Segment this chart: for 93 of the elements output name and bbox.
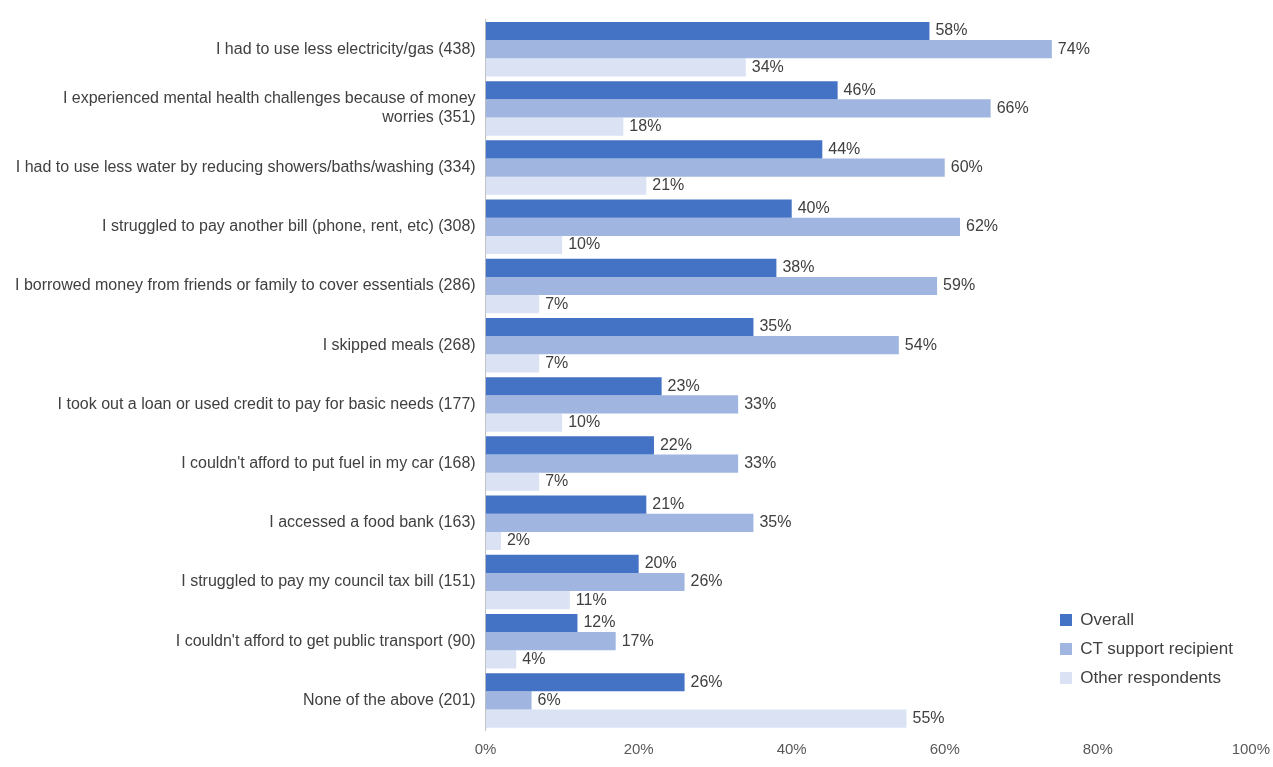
bar xyxy=(485,572,685,592)
y-tick-label: None of the above (201) xyxy=(303,690,476,708)
bar xyxy=(485,513,754,532)
data-label: 2% xyxy=(506,531,531,549)
bar xyxy=(485,472,540,491)
bar xyxy=(485,317,754,337)
legend-label: Other respondents xyxy=(1080,668,1222,688)
x-tick-label: 100% xyxy=(1231,740,1271,758)
data-label: 4% xyxy=(522,649,546,667)
y-tick-label: I couldn't afford to put fuel in my car (168) xyxy=(181,454,476,472)
bar xyxy=(485,495,647,514)
data-label: 18% xyxy=(629,116,662,134)
bar xyxy=(485,117,624,136)
data-label: 33% xyxy=(744,454,777,472)
bar xyxy=(485,395,739,414)
bar xyxy=(485,258,777,277)
data-label: 10% xyxy=(568,235,601,253)
bar xyxy=(485,377,662,396)
bar xyxy=(485,531,501,551)
bar xyxy=(485,199,792,218)
y-tick-label: I had to use less water by reducing showers/baths/washing (334) xyxy=(15,158,476,176)
data-label: 6% xyxy=(537,690,561,708)
data-label: 7% xyxy=(545,294,569,312)
bar xyxy=(485,217,961,236)
x-tick-label: 80% xyxy=(1082,740,1113,758)
x-tick-label: 20% xyxy=(623,740,654,758)
data-label: 35% xyxy=(759,317,792,335)
data-label: 10% xyxy=(568,412,601,430)
legend-label: Overall xyxy=(1080,610,1135,630)
y-tick-label: I had to use less electricity/gas (438) xyxy=(215,39,476,57)
x-tick-label: 40% xyxy=(776,740,807,758)
data-label: 62% xyxy=(966,217,999,235)
bar xyxy=(485,158,945,177)
bar xyxy=(485,295,540,314)
y-tick-label: I struggled to pay my council tax bill (151) xyxy=(181,572,476,590)
bar xyxy=(485,276,938,296)
y-tick-label: I experienced mental health challenges because of money worries (351) xyxy=(62,89,476,126)
data-label: 55% xyxy=(912,708,945,726)
data-label: 44% xyxy=(828,139,861,157)
bar xyxy=(485,81,838,100)
bar xyxy=(485,235,563,255)
data-label: 66% xyxy=(996,98,1029,116)
bar xyxy=(485,21,930,41)
data-label: 7% xyxy=(545,353,569,371)
data-label: 33% xyxy=(744,394,777,412)
bar xyxy=(485,40,1052,59)
data-label: 38% xyxy=(782,258,815,276)
y-tick-label: I couldn't afford to get public transport (90) xyxy=(175,631,476,649)
bar xyxy=(485,691,532,710)
x-tick-label: 0% xyxy=(474,740,497,758)
bar xyxy=(485,554,639,573)
data-label: 12% xyxy=(583,613,616,631)
x-tick-label: 60% xyxy=(929,740,960,758)
bar xyxy=(485,673,685,692)
y-tick-label: I skipped meals (268) xyxy=(322,335,476,353)
data-label: 20% xyxy=(644,554,677,572)
data-label: 23% xyxy=(667,376,700,394)
data-label: 35% xyxy=(759,513,792,531)
y-tick-label: I took out a loan or used credit to pay for basic needs (177) xyxy=(57,394,476,412)
data-label: 58% xyxy=(935,21,968,39)
bar xyxy=(485,413,563,432)
data-label: 34% xyxy=(751,57,784,75)
legend-label: CT support recipient xyxy=(1080,639,1233,659)
bar xyxy=(485,140,823,159)
data-label: 21% xyxy=(652,495,685,513)
data-label: 17% xyxy=(621,631,654,649)
data-label: 40% xyxy=(797,199,830,217)
data-label: 74% xyxy=(1057,39,1090,57)
bar xyxy=(485,613,578,633)
bar xyxy=(485,336,899,355)
bar xyxy=(485,354,540,373)
data-label: 54% xyxy=(904,335,937,353)
bar xyxy=(485,176,647,195)
data-label: 22% xyxy=(659,435,692,453)
data-label: 11% xyxy=(575,590,607,608)
data-label: 26% xyxy=(690,672,723,690)
bar xyxy=(485,650,517,669)
bar xyxy=(485,591,570,610)
y-tick-label: I accessed a food bank (163) xyxy=(269,513,476,531)
bar xyxy=(485,99,991,118)
y-tick-label: I borrowed money from friends or family to cover essentials (286) xyxy=(15,276,476,294)
data-label: 7% xyxy=(545,472,569,490)
bar xyxy=(485,709,907,728)
data-label: 46% xyxy=(843,80,876,98)
data-label: 21% xyxy=(652,176,685,194)
bar xyxy=(485,58,746,77)
bar xyxy=(485,454,739,473)
data-label: 60% xyxy=(950,158,983,176)
data-label: 26% xyxy=(690,572,723,590)
y-tick-label: I struggled to pay another bill (phone, rent, etc) (308) xyxy=(102,217,476,235)
bar xyxy=(485,436,654,455)
bar xyxy=(485,632,616,651)
data-label: 59% xyxy=(943,276,976,294)
